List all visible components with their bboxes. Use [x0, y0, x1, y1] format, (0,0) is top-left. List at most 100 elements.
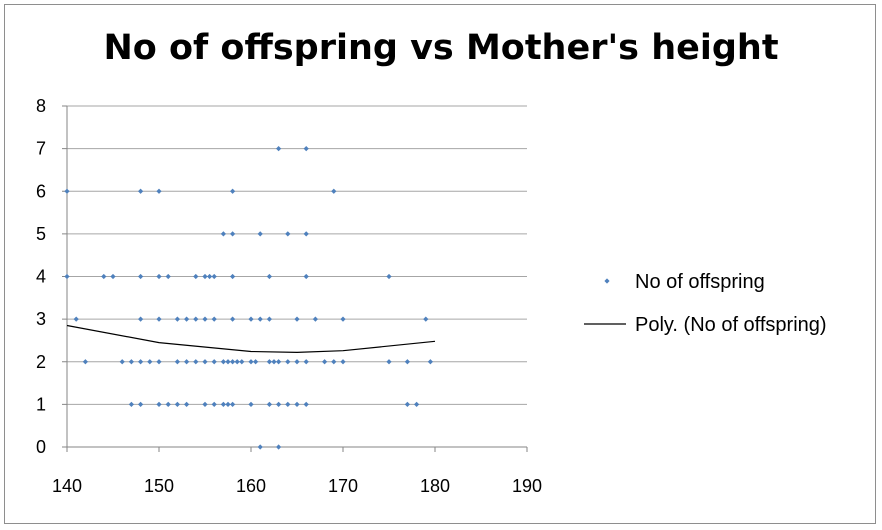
data-point [303, 273, 309, 280]
data-point [138, 401, 144, 407]
legend-label-points: No of offspring [635, 271, 765, 293]
data-point [257, 444, 263, 450]
data-point [193, 359, 199, 365]
data-point [303, 231, 309, 237]
data-point [266, 401, 272, 407]
data-point [386, 359, 392, 365]
data-point [211, 316, 217, 322]
data-point [138, 273, 144, 280]
data-point [82, 359, 88, 365]
data-point [331, 359, 337, 365]
y-tick-label: 1 [36, 394, 46, 414]
y-tick-label: 8 [36, 96, 46, 116]
data-point [193, 273, 199, 280]
data-point [211, 273, 217, 280]
data-point [156, 359, 162, 365]
data-point [202, 273, 208, 280]
data-point [312, 316, 318, 322]
chart-frame [4, 4, 876, 524]
data-point [230, 273, 236, 280]
data-point [257, 316, 263, 322]
chart-title: No of offspring vs Mother's height [103, 28, 779, 68]
y-tick-label: 4 [36, 267, 46, 287]
data-point [73, 316, 79, 322]
data-point [414, 401, 420, 407]
data-point [230, 401, 236, 407]
x-tick-label: 190 [512, 476, 542, 496]
data-point [257, 231, 263, 237]
data-point [156, 401, 162, 407]
data-point [202, 316, 208, 322]
data-point [386, 273, 392, 280]
data-point [230, 316, 236, 322]
data-point [156, 273, 162, 280]
data-point [128, 401, 134, 407]
y-tick-label: 0 [36, 437, 46, 457]
data-point [230, 359, 236, 365]
y-tick-label: 3 [36, 309, 46, 329]
data-point [285, 359, 291, 365]
data-point [331, 188, 337, 194]
data-point [101, 273, 107, 280]
data-point [248, 359, 254, 365]
data-point [138, 188, 144, 194]
data-point [303, 359, 309, 365]
data-point [276, 146, 282, 152]
data-point [184, 359, 190, 365]
data-point [303, 401, 309, 407]
data-point [211, 359, 217, 365]
x-tick-label: 170 [328, 476, 358, 496]
y-tick-label: 5 [36, 224, 46, 244]
data-point [276, 401, 282, 407]
data-point [211, 401, 217, 407]
data-point [156, 188, 162, 194]
data-point [294, 401, 300, 407]
data-point [220, 359, 226, 365]
data-point [404, 359, 410, 365]
data-point [193, 316, 199, 322]
points-layer [64, 146, 433, 450]
data-point [64, 188, 70, 194]
data-point [110, 273, 116, 280]
data-point [225, 359, 231, 365]
data-point [423, 316, 429, 322]
data-point [340, 359, 346, 365]
axes: 0 1 2 3 4 5 6 7 8 140 150 160 170 180 190 [36, 96, 542, 496]
data-point [276, 444, 282, 450]
data-point [239, 359, 245, 365]
data-point [184, 316, 190, 322]
data-point [165, 273, 171, 280]
trendline [66, 324, 436, 354]
data-point [303, 146, 309, 152]
data-point [138, 316, 144, 322]
data-point [234, 359, 240, 365]
data-point [253, 359, 259, 365]
data-point [248, 316, 254, 322]
data-point [322, 359, 328, 365]
data-point [174, 401, 180, 407]
data-point [184, 401, 190, 407]
data-point [294, 359, 300, 365]
y-tick-label: 6 [36, 181, 46, 201]
data-point [138, 359, 144, 365]
data-point [340, 316, 346, 322]
data-point [285, 401, 291, 407]
data-point [128, 359, 134, 365]
data-point [285, 231, 291, 237]
data-point [225, 401, 231, 407]
data-point [266, 359, 272, 365]
y-tick-label: 2 [36, 352, 46, 372]
data-point [248, 401, 254, 407]
legend-marker-points [604, 278, 610, 284]
data-point [230, 188, 236, 194]
data-point [266, 316, 272, 322]
data-point [266, 273, 272, 280]
x-tick-label: 160 [236, 476, 266, 496]
data-point [427, 359, 433, 365]
data-point [64, 273, 70, 280]
data-point [156, 316, 162, 322]
data-point [119, 359, 125, 365]
data-point [147, 359, 153, 365]
data-point [202, 401, 208, 407]
